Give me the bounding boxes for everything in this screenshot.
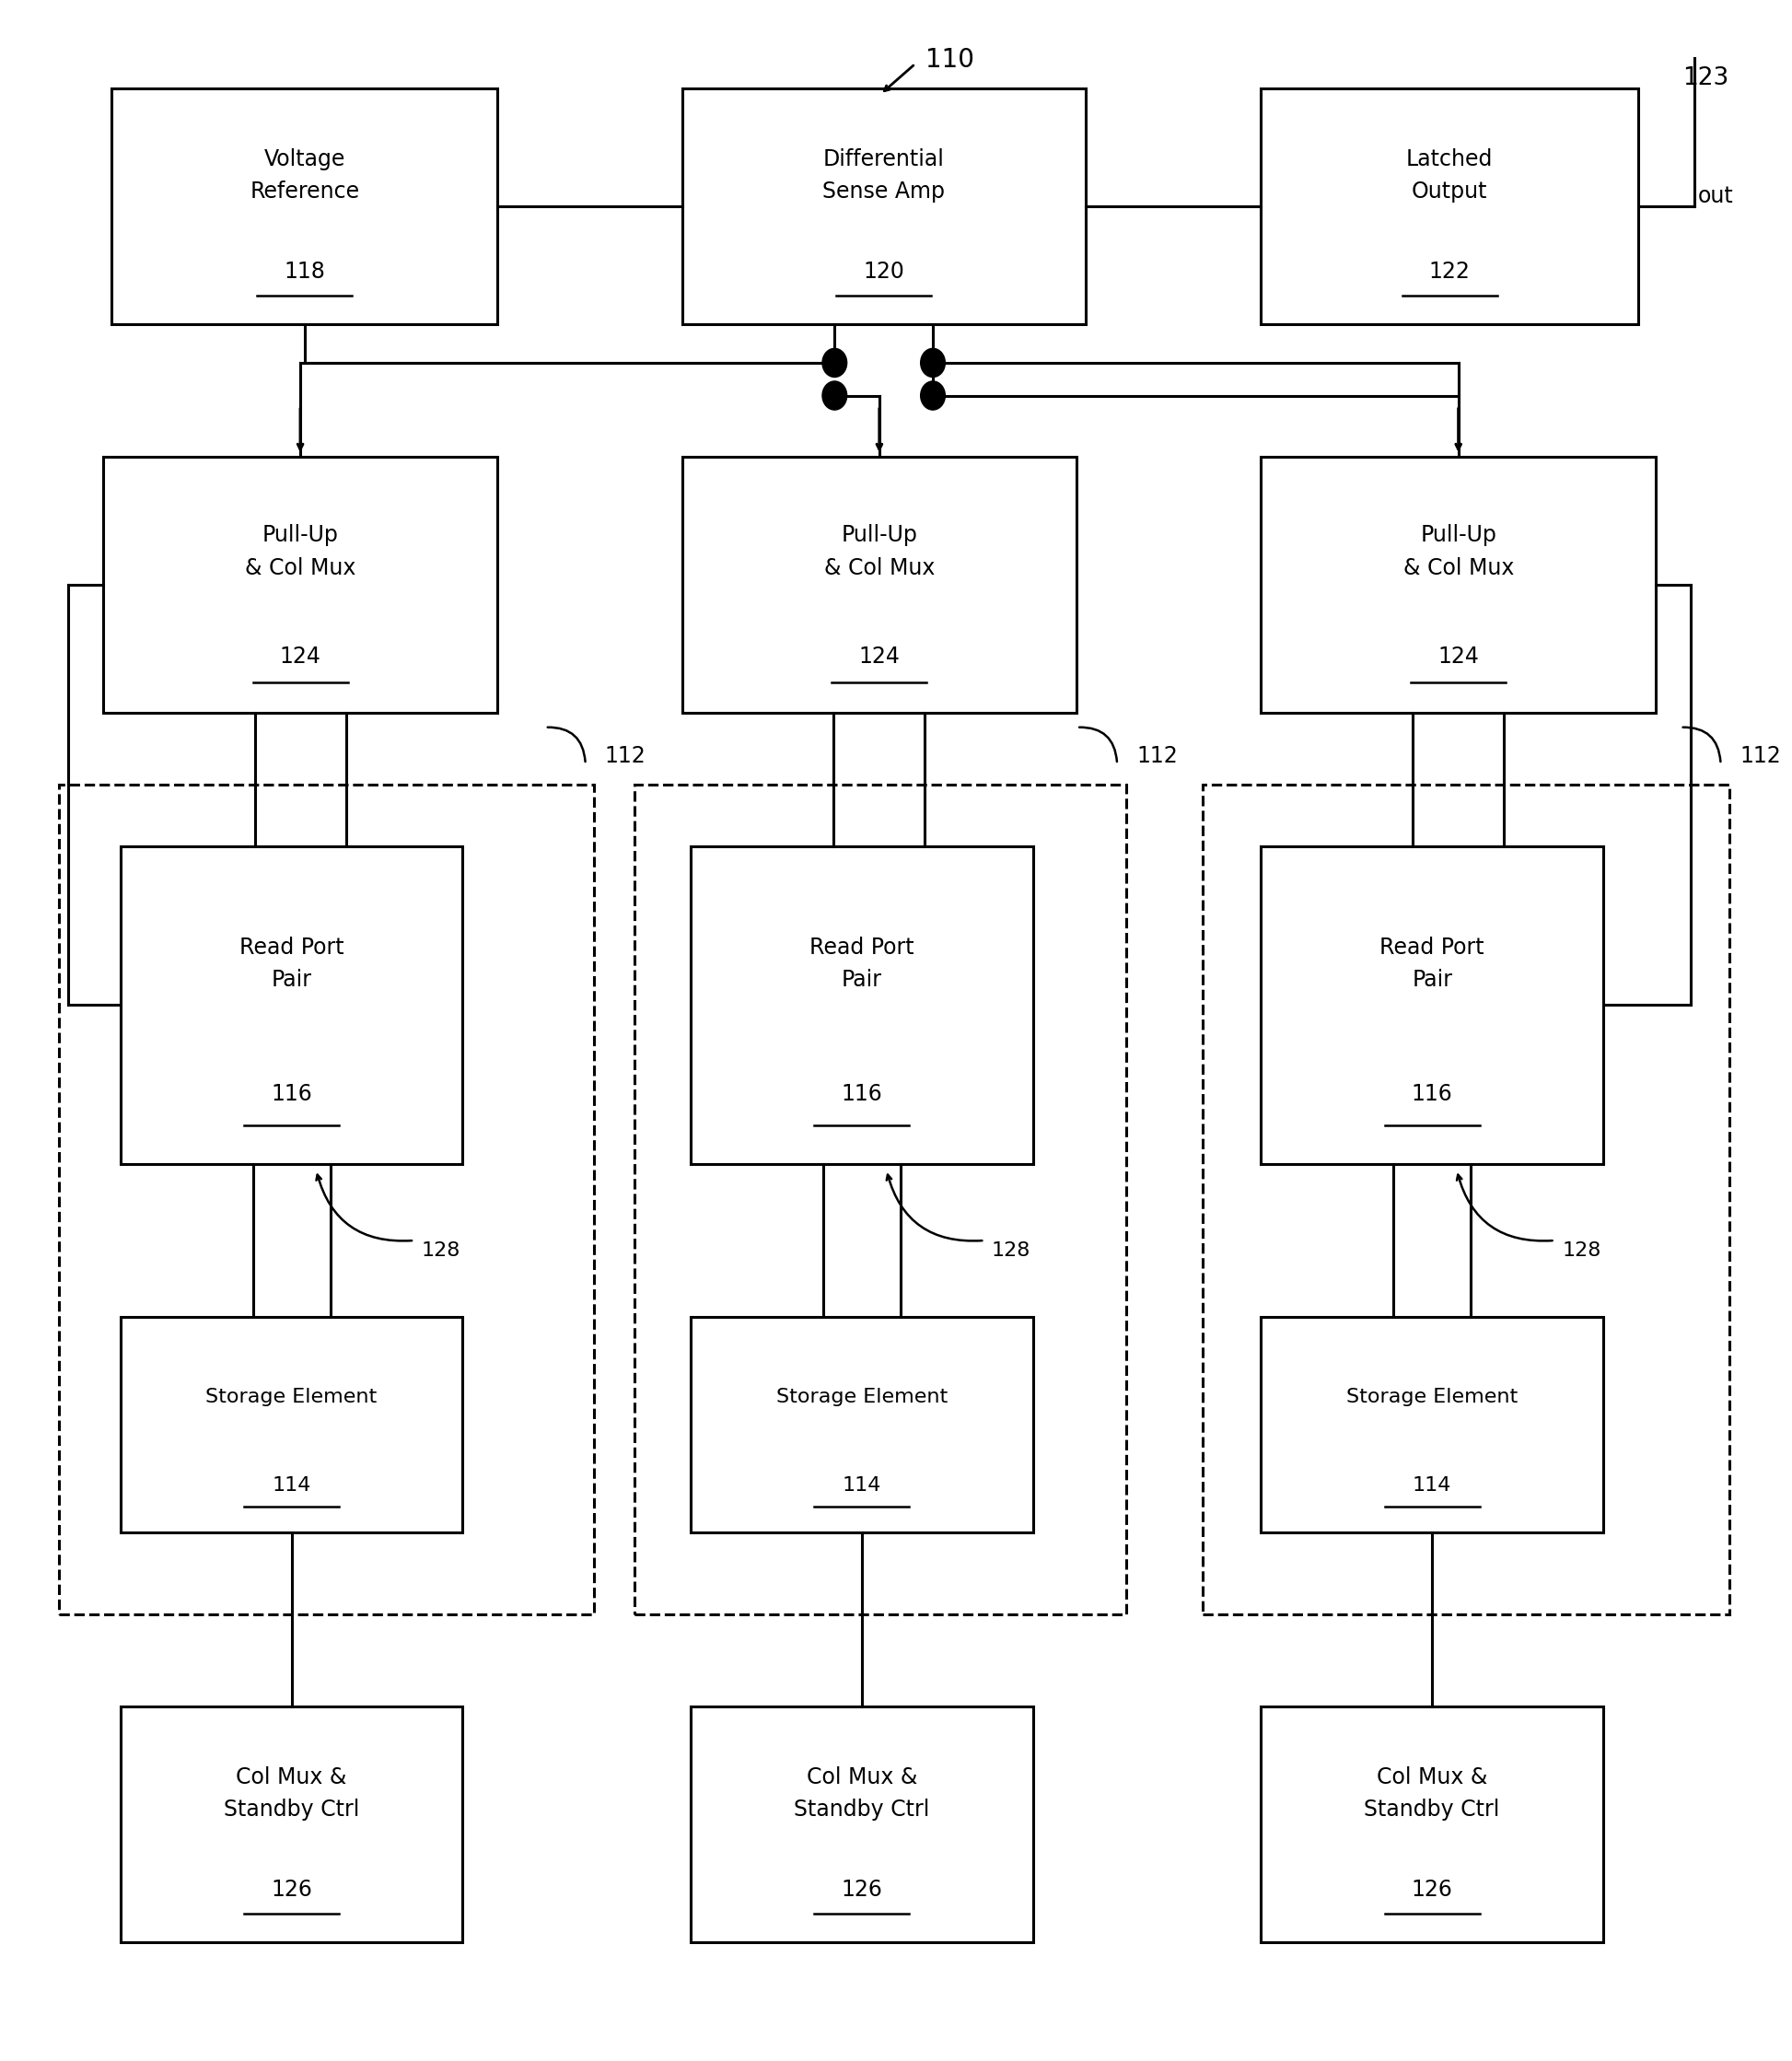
Text: 118: 118 <box>283 262 326 282</box>
Text: Latched
Output: Latched Output <box>1407 148 1493 202</box>
Text: 128: 128 <box>421 1241 461 1259</box>
Bar <box>102 458 498 713</box>
Bar <box>683 89 1086 324</box>
Circle shape <box>921 348 944 377</box>
Text: Storage Element: Storage Element <box>1346 1387 1518 1406</box>
Text: 120: 120 <box>864 262 905 282</box>
Text: 114: 114 <box>272 1476 312 1494</box>
Text: 114: 114 <box>842 1476 882 1494</box>
Circle shape <box>921 381 944 410</box>
Text: 124: 124 <box>1437 645 1478 668</box>
Bar <box>1262 1707 1604 1941</box>
Bar <box>1262 847 1604 1164</box>
Bar <box>1262 89 1638 324</box>
Text: Storage Element: Storage Element <box>776 1387 948 1406</box>
Text: Col Mux &
Standby Ctrl: Col Mux & Standby Ctrl <box>1364 1766 1500 1822</box>
Text: 124: 124 <box>858 645 900 668</box>
Bar <box>1202 785 1729 1614</box>
Bar <box>690 847 1032 1164</box>
Bar <box>111 89 498 324</box>
Text: 116: 116 <box>271 1082 312 1105</box>
Text: 123: 123 <box>1683 66 1727 91</box>
Text: 116: 116 <box>1412 1082 1453 1105</box>
Bar <box>683 458 1077 713</box>
Text: Pull-Up
& Col Mux: Pull-Up & Col Mux <box>246 523 357 579</box>
Text: 128: 128 <box>1563 1241 1600 1259</box>
Text: 128: 128 <box>991 1241 1030 1259</box>
Text: 112: 112 <box>1136 744 1177 767</box>
Text: 122: 122 <box>1428 262 1469 282</box>
Text: 112: 112 <box>604 744 645 767</box>
Text: 126: 126 <box>840 1880 882 1900</box>
Text: Pull-Up
& Col Mux: Pull-Up & Col Mux <box>1403 523 1514 579</box>
Text: 126: 126 <box>1412 1880 1453 1900</box>
Text: 112: 112 <box>1740 744 1781 767</box>
Text: Col Mux &
Standby Ctrl: Col Mux & Standby Ctrl <box>794 1766 930 1822</box>
Text: Differential
Sense Amp: Differential Sense Amp <box>823 148 944 202</box>
Bar <box>690 1707 1032 1941</box>
Bar <box>59 785 595 1614</box>
Text: 124: 124 <box>280 645 321 668</box>
Bar <box>120 1707 462 1941</box>
Text: 110: 110 <box>926 47 975 72</box>
Text: Read Port
Pair: Read Port Pair <box>1380 936 1484 991</box>
Bar <box>120 1317 462 1531</box>
Bar <box>1262 1317 1604 1531</box>
Text: Read Port
Pair: Read Port Pair <box>810 936 914 991</box>
Bar <box>120 847 462 1164</box>
Text: 126: 126 <box>271 1880 312 1900</box>
Text: 114: 114 <box>1412 1476 1452 1494</box>
Bar <box>634 785 1125 1614</box>
Text: Storage Element: Storage Element <box>206 1387 378 1406</box>
Circle shape <box>823 381 848 410</box>
Text: Voltage
Reference: Voltage Reference <box>249 148 360 202</box>
Circle shape <box>823 348 848 377</box>
Text: Col Mux &
Standby Ctrl: Col Mux & Standby Ctrl <box>224 1766 360 1822</box>
Text: out: out <box>1697 185 1733 206</box>
Text: Read Port
Pair: Read Port Pair <box>238 936 344 991</box>
Text: 116: 116 <box>840 1082 882 1105</box>
Bar <box>690 1317 1032 1531</box>
Text: Pull-Up
& Col Mux: Pull-Up & Col Mux <box>824 523 935 579</box>
Bar <box>1262 458 1656 713</box>
